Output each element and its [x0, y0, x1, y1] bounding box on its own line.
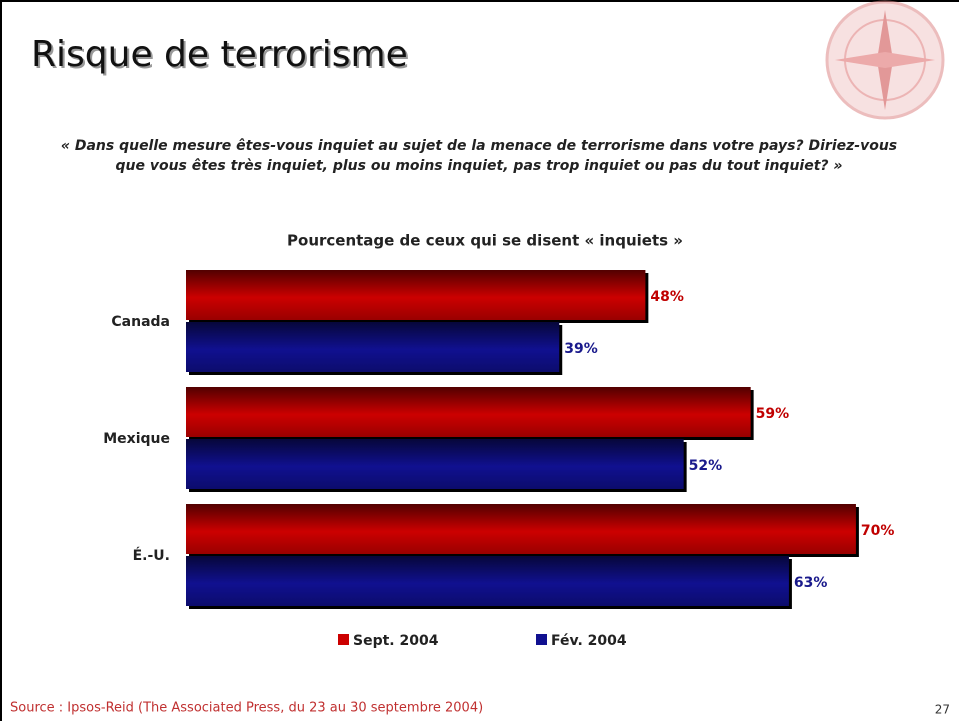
- bar-shade: [186, 322, 560, 372]
- value-label: 63%: [794, 575, 828, 591]
- title: Risque de terrorisme: [31, 34, 408, 75]
- bar-shade: [186, 270, 646, 320]
- source: Source : Ipsos-Reid (The Associated Pres…: [10, 701, 483, 716]
- legend-swatch: [338, 634, 349, 645]
- compass-icon: [825, 0, 945, 120]
- page-number: 27: [935, 703, 950, 717]
- title-shadow: Risque de terrorisme: [33, 36, 410, 77]
- legend-swatch: [536, 634, 547, 645]
- chart-title: Pourcentage de ceux qui se disent « inqu…: [287, 232, 683, 250]
- value-label: 70%: [861, 523, 895, 539]
- category-label: Canada: [111, 314, 170, 330]
- legend-label: Fév. 2004: [551, 633, 627, 649]
- bar-shade: [186, 387, 751, 437]
- bar-shade: [186, 556, 789, 606]
- value-label: 48%: [650, 289, 684, 305]
- value-label: 39%: [564, 341, 598, 357]
- bar-shade: [186, 504, 856, 554]
- value-label: 52%: [689, 458, 723, 474]
- question-line: que vous êtes très inquiet, plus ou moin…: [115, 158, 842, 174]
- bar-shade: [186, 439, 684, 489]
- legend-label: Sept. 2004: [353, 633, 439, 649]
- category-label: É.-U.: [133, 547, 170, 564]
- category-label: Mexique: [103, 431, 170, 447]
- question-line: « Dans quelle mesure êtes-vous inquiet a…: [61, 138, 897, 154]
- value-label: 59%: [756, 406, 790, 422]
